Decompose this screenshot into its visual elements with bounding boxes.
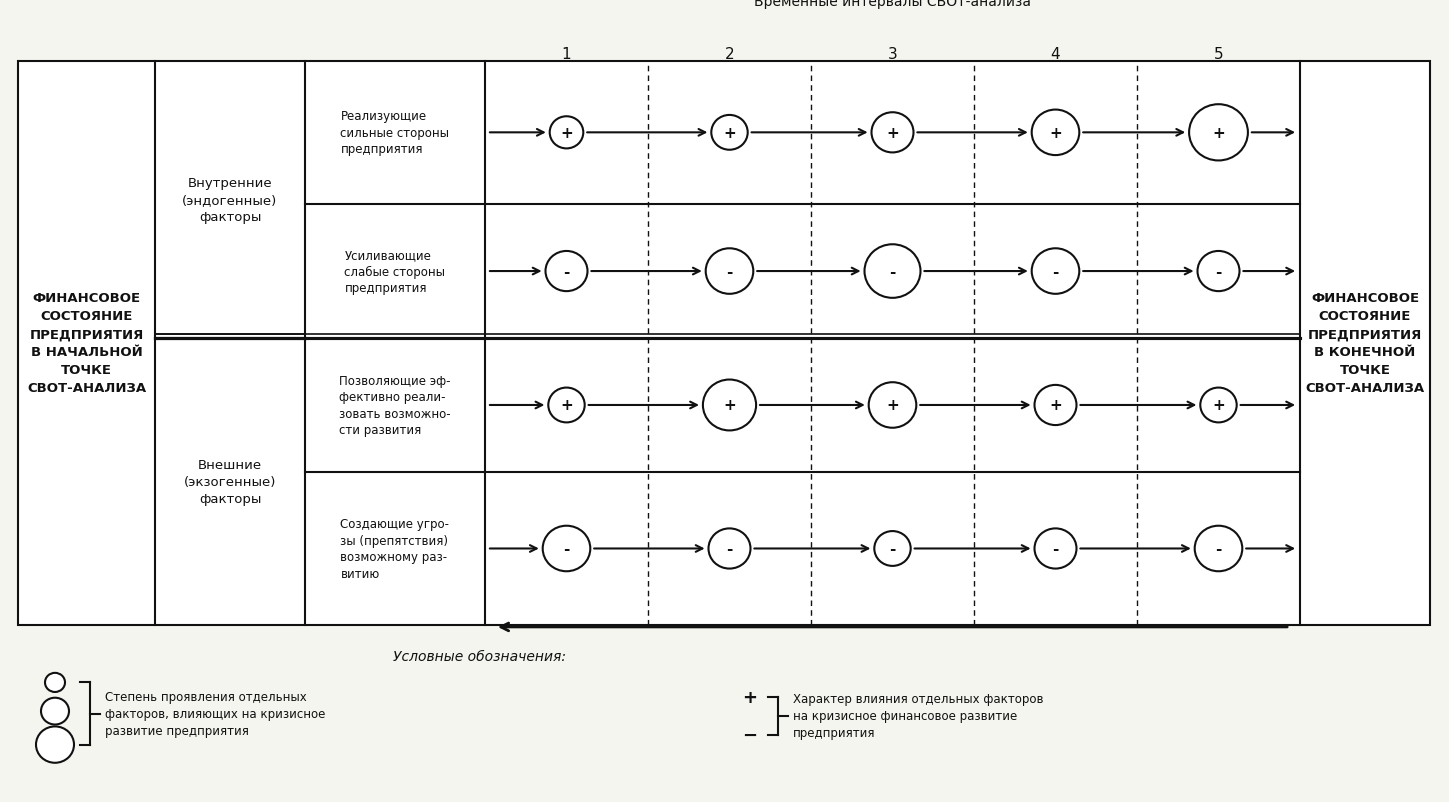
Text: Характер влияния отдельных факторов
на кризисное финансовое развитие
предприятия: Характер влияния отдельных факторов на к… <box>793 693 1043 739</box>
Text: -: - <box>1052 264 1059 279</box>
Text: Реализующие
сильные стороны
предприятия: Реализующие сильные стороны предприятия <box>341 110 449 156</box>
Text: Создающие угро-
зы (препятствия)
возможному раз-
витию: Создающие угро- зы (препятствия) возможн… <box>341 517 449 580</box>
Text: ФИНАНСОВОЕ
СОСТОЯНИЕ
ПРЕДПРИЯТИЯ
В КОНЕЧНОЙ
ТОЧКЕ
СВОТ-АНАЛИЗА: ФИНАНСОВОЕ СОСТОЯНИЕ ПРЕДПРИЯТИЯ В КОНЕЧ… <box>1306 292 1424 395</box>
Circle shape <box>1035 386 1077 426</box>
Text: 5: 5 <box>1214 47 1223 63</box>
Text: ФИНАНСОВОЕ
СОСТОЯНИЕ
ПРЕДПРИЯТИЯ
В НАЧАЛЬНОЙ
ТОЧКЕ
СВОТ-АНАЛИЗА: ФИНАНСОВОЕ СОСТОЯНИЕ ПРЕДПРИЯТИЯ В НАЧАЛ… <box>28 292 146 395</box>
Circle shape <box>548 388 585 423</box>
Text: 4: 4 <box>1051 47 1061 63</box>
Text: +: + <box>561 126 572 140</box>
Circle shape <box>703 380 756 431</box>
Circle shape <box>1032 111 1080 156</box>
Text: -: - <box>726 541 733 557</box>
Text: Степень проявления отдельных
факторов, влияющих на кризисное
развитие предприяти: Степень проявления отдельных факторов, в… <box>104 691 326 737</box>
Text: -: - <box>726 264 733 279</box>
Circle shape <box>1194 526 1242 572</box>
Text: 1: 1 <box>562 47 571 63</box>
Circle shape <box>871 113 913 153</box>
Text: +: + <box>1049 398 1062 413</box>
Text: +: + <box>887 398 898 413</box>
Text: +: + <box>561 398 572 413</box>
Circle shape <box>706 249 753 294</box>
Text: +: + <box>1049 126 1062 140</box>
Text: +: + <box>742 688 758 706</box>
Circle shape <box>41 698 70 724</box>
Circle shape <box>543 526 590 572</box>
Circle shape <box>45 673 65 692</box>
Text: -: - <box>564 541 569 557</box>
Circle shape <box>549 117 584 149</box>
Text: Временные интервалы СВОТ-анализа: Временные интервалы СВОТ-анализа <box>753 0 1032 9</box>
Circle shape <box>36 727 74 763</box>
Circle shape <box>869 383 916 428</box>
Text: +: + <box>723 398 736 413</box>
Circle shape <box>1190 105 1248 161</box>
Text: +: + <box>1213 126 1224 140</box>
Text: -: - <box>890 264 895 279</box>
Text: -: - <box>1052 541 1059 557</box>
Text: −: − <box>742 726 758 744</box>
Text: -: - <box>890 541 895 557</box>
Circle shape <box>1200 388 1236 423</box>
Text: -: - <box>564 264 569 279</box>
Text: 2: 2 <box>724 47 735 63</box>
Circle shape <box>711 115 748 151</box>
Text: -: - <box>1216 264 1222 279</box>
Circle shape <box>1032 249 1080 294</box>
Text: +: + <box>723 126 736 140</box>
Text: -: - <box>1216 541 1222 557</box>
Circle shape <box>1197 252 1239 292</box>
Text: Внешние
(экзогенные)
факторы: Внешние (экзогенные) факторы <box>184 459 277 505</box>
Text: Внутренние
(эндогенные)
факторы: Внутренние (эндогенные) факторы <box>183 176 278 224</box>
Text: +: + <box>887 126 898 140</box>
Circle shape <box>1035 529 1077 569</box>
Text: +: + <box>1213 398 1224 413</box>
Circle shape <box>874 532 911 566</box>
Text: Позволяющие эф-
фективно реали-
зовать возможно-
сти развития: Позволяющие эф- фективно реали- зовать в… <box>339 375 451 436</box>
Text: Условные обозначения:: Условные обозначения: <box>394 649 567 663</box>
FancyBboxPatch shape <box>17 62 1430 626</box>
Circle shape <box>545 252 587 292</box>
Text: 3: 3 <box>888 47 897 63</box>
Circle shape <box>865 245 920 298</box>
Circle shape <box>709 529 751 569</box>
Text: Усиливающие
слабые стороны
предприятия: Усиливающие слабые стороны предприятия <box>345 249 445 295</box>
